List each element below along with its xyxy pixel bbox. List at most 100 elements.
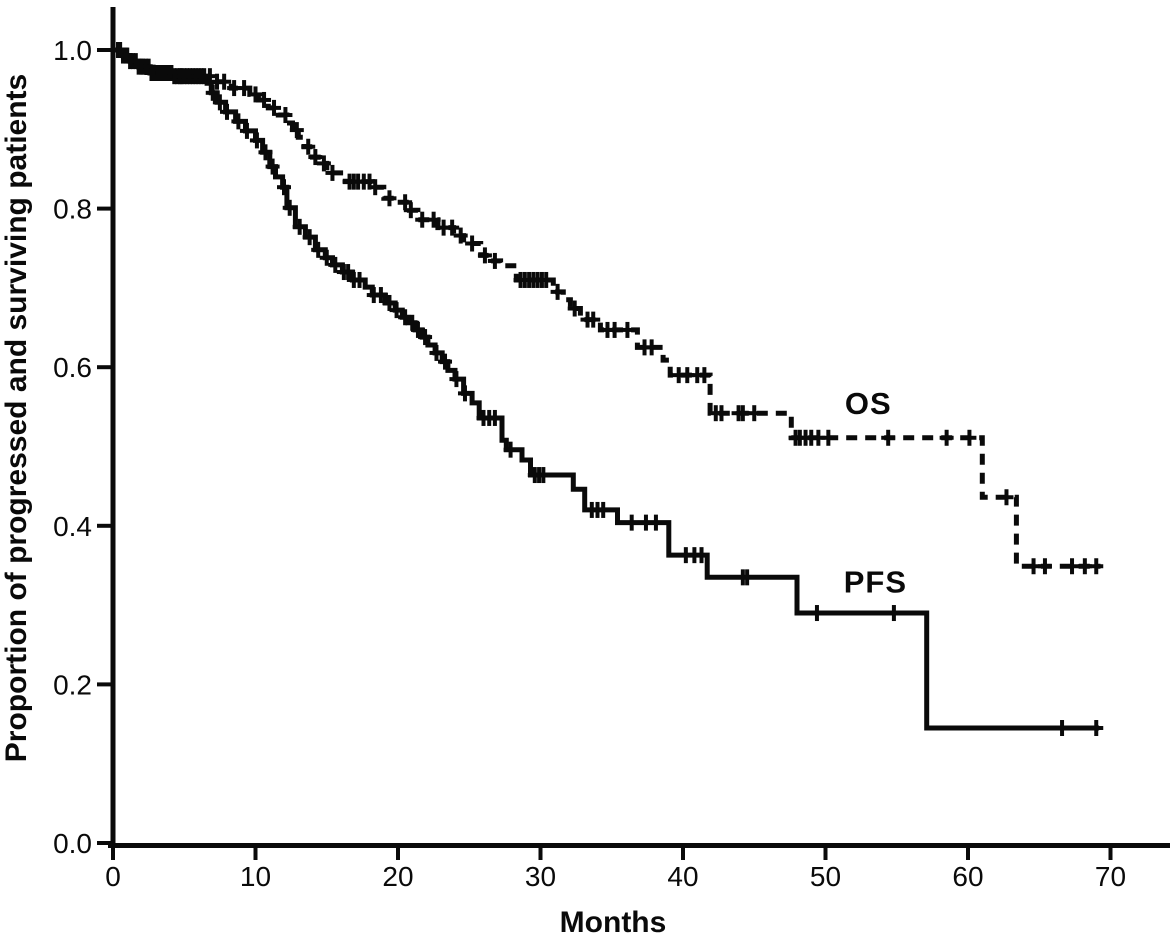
- y-tick-label: 0.6: [53, 352, 92, 383]
- pfs-censor-mark: [886, 605, 901, 622]
- pfs-censor-mark: [319, 249, 334, 266]
- pfs-censor-mark: [249, 132, 264, 149]
- axes-layer: 0.0 0.2 0.4 0.6 0.8 1.0 0 10 20 30 40 50 60 70: [53, 7, 1170, 892]
- os-censor-mark: [881, 429, 896, 446]
- os-censor-mark: [607, 321, 622, 338]
- y-tick-label: 1.0: [53, 35, 92, 66]
- os-censor-mark: [999, 489, 1014, 506]
- x-tick-label: 10: [240, 861, 271, 892]
- pfs-censor-mark: [382, 294, 397, 311]
- pfs-censor-mark: [352, 271, 367, 288]
- pfs-censor-mark: [398, 309, 413, 326]
- pfs-censor-mark: [265, 158, 280, 175]
- pfs-censor-mark: [809, 605, 824, 622]
- pfs-censor-mark: [503, 441, 518, 458]
- pfs-censor-mark: [418, 329, 433, 346]
- x-tick-label: 0: [105, 861, 121, 892]
- pfs-censor-mark: [282, 199, 297, 216]
- pfs-censor-mark: [292, 218, 307, 235]
- os-censor-mark: [301, 138, 316, 155]
- pfs-censor-mark: [389, 302, 404, 319]
- pfs-censor-mark: [596, 501, 611, 518]
- pfs-censor-mark: [694, 547, 709, 564]
- pfs-censor-mark: [487, 409, 502, 426]
- x-tick-label: 60: [952, 861, 983, 892]
- os-censor-mark: [1037, 558, 1052, 575]
- os-censor-mark: [382, 190, 397, 207]
- pfs-censor-mark: [239, 122, 254, 139]
- y-tick-label: 0.2: [53, 669, 92, 700]
- pfs-censor-mark: [429, 344, 444, 361]
- x-axis-title: Months: [560, 906, 667, 938]
- os-censor-mark: [567, 300, 582, 317]
- pfs-censor-mark: [648, 514, 663, 531]
- os-censor-mark: [248, 86, 263, 103]
- os-censor-mark: [403, 202, 418, 219]
- x-tick-label: 30: [525, 861, 556, 892]
- os-censor-mark: [316, 155, 331, 172]
- pfs-censor-mark: [220, 103, 234, 120]
- os-censor-mark: [368, 179, 383, 196]
- x-tick-label: 20: [382, 861, 413, 892]
- y-tick-label: 0.0: [53, 828, 92, 859]
- y-tick-label: 0.4: [53, 511, 92, 542]
- os-censor-mark: [445, 219, 460, 236]
- os-censor-mark: [747, 405, 762, 422]
- os-censor-mark: [257, 91, 272, 108]
- os-censor-mark: [325, 164, 340, 181]
- pfs-censor-mark: [1055, 720, 1070, 737]
- os-censor-mark: [939, 429, 954, 446]
- pfs-censor-mark: [205, 84, 220, 101]
- os-censor-mark: [308, 149, 323, 166]
- pfs-censor-mark: [1089, 720, 1104, 737]
- os-censor-mark: [289, 122, 304, 139]
- x-tick-label: 70: [1095, 861, 1126, 892]
- pfs-censor-mark: [624, 514, 639, 531]
- os-censor-mark: [465, 235, 480, 252]
- pfs-censor-mark: [194, 68, 209, 85]
- pfs-censor-mark: [311, 241, 326, 258]
- curves-layer: [110, 42, 1104, 737]
- pfs-censor-mark: [438, 353, 453, 370]
- pfs-censor-mark: [373, 287, 388, 304]
- os-censor-mark: [278, 107, 293, 124]
- y-tick-label: 0.8: [53, 194, 92, 225]
- os-censor-mark: [237, 80, 252, 97]
- os-censor-mark: [644, 339, 659, 356]
- pfs-censor-mark: [302, 229, 317, 246]
- os-censor-mark: [550, 283, 565, 300]
- os-censor-mark: [487, 252, 502, 269]
- pfs-censor-mark: [449, 371, 464, 388]
- os-censor-mark: [217, 73, 232, 90]
- os-series-label: OS: [845, 386, 892, 421]
- pfs-censor-mark: [212, 94, 227, 111]
- pfs-series-label: PFS: [844, 564, 907, 599]
- pfs-censor-mark: [536, 467, 551, 484]
- os-censor-mark: [821, 429, 836, 446]
- y-axis-title: Proportion of progressed and surviving p…: [0, 74, 33, 762]
- os-curve: [113, 47, 1101, 569]
- os-censor-mark: [267, 99, 282, 116]
- os-censor-mark: [1089, 558, 1104, 575]
- os-censor-mark: [539, 271, 554, 288]
- pfs-censor-mark: [277, 179, 291, 196]
- pfs-censor-mark: [740, 569, 755, 586]
- pfs-censor-mark: [328, 256, 343, 273]
- os-censor-mark: [477, 247, 492, 264]
- os-censor-mark: [1065, 558, 1080, 575]
- os-censor-mark: [620, 321, 635, 338]
- os-censor-mark: [426, 211, 441, 228]
- pfs-censor-mark: [258, 144, 273, 161]
- os-censor-mark: [586, 311, 601, 328]
- os-censor-mark: [714, 405, 729, 422]
- x-tick-label: 50: [810, 861, 841, 892]
- pfs-censor-mark: [231, 113, 246, 130]
- pfs-censor-mark: [457, 385, 472, 402]
- os-censor-mark: [453, 227, 468, 244]
- os-censor-mark: [697, 367, 712, 384]
- os-censor-mark: [962, 429, 977, 446]
- pfs-censor-mark: [410, 321, 425, 338]
- x-tick-label: 40: [667, 861, 698, 892]
